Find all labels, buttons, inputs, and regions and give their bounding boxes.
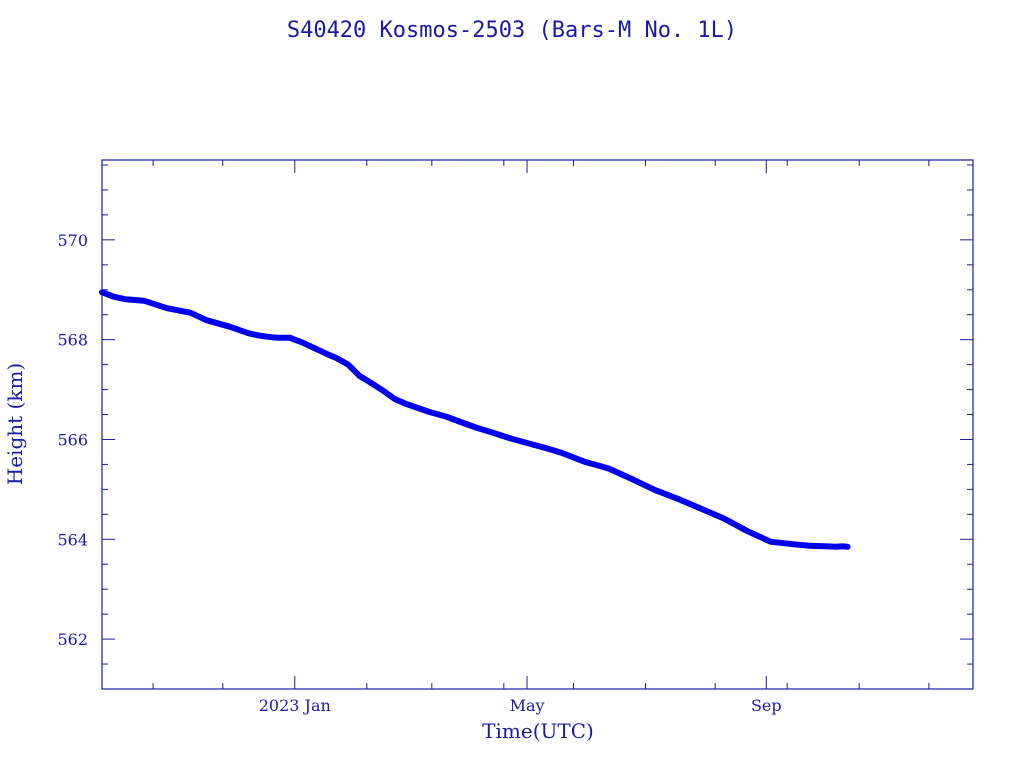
- x-tick-label: 2023 Jan: [259, 696, 331, 715]
- x-tick-label: Sep: [751, 696, 782, 715]
- y-axis-label: Height (km): [3, 363, 27, 485]
- y-tick-label: 562: [57, 630, 88, 649]
- y-tick-label: 566: [57, 430, 88, 449]
- x-axis-ticks: 2023 Jan May Sep: [259, 160, 782, 715]
- y-tick-label: 570: [57, 231, 88, 250]
- chart-title: S40420 Kosmos-2503 (Bars-M No. 1L): [287, 18, 737, 43]
- plot-frame: [101, 159, 974, 690]
- x-axis-label: Time(UTC): [482, 719, 594, 743]
- y-tick-label: 564: [57, 530, 88, 549]
- minor-ticks: [102, 160, 973, 689]
- y-axis-ticks: 562 564 566 568 570: [57, 231, 973, 649]
- height-series-line: [99, 289, 851, 550]
- y-tick-label: 568: [57, 331, 88, 350]
- x-tick-label: May: [510, 696, 545, 715]
